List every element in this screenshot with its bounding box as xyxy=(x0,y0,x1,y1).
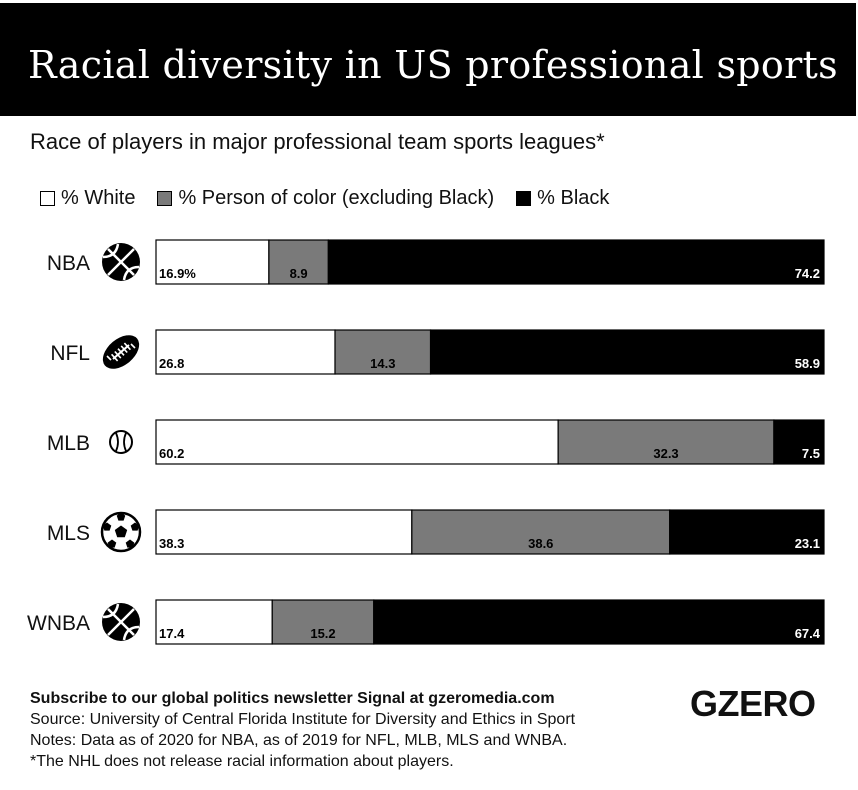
data-label-nfl-white: 26.8 xyxy=(159,356,184,371)
data-label-nfl-black: 58.9 xyxy=(795,356,820,371)
data-label-wnba-person-of-color: 15.2 xyxy=(310,626,335,641)
basketball-icon-nba xyxy=(102,243,140,281)
bar-nfl-white xyxy=(155,329,336,375)
category-label-mls: MLS xyxy=(47,522,90,545)
bar-wnba-black xyxy=(373,599,825,645)
legend-swatch-white xyxy=(40,190,55,206)
data-label-nfl-person-of-color: 14.3 xyxy=(370,356,395,371)
bar-nba-white xyxy=(155,239,270,285)
category-label-nfl: NFL xyxy=(50,342,90,365)
legend-item-white: % White xyxy=(40,187,135,210)
bar-wnba-white xyxy=(155,599,273,645)
bar-nba-person-of-color xyxy=(268,239,329,285)
data-label-mlb-white: 60.2 xyxy=(159,446,184,461)
data-notes: Notes: Data as of 2020 for NBA, as of 20… xyxy=(30,732,568,749)
stacked-bar-chart: NBA 16.9% 8.9 74.2 NFL 26.8 14.3 58.9 MLB 60.2 32.… xyxy=(27,239,825,645)
bar-mls-white xyxy=(155,509,413,555)
bar-nfl-person-of-color xyxy=(334,329,432,375)
chart-title: Racial diversity in US professional spor… xyxy=(28,43,838,87)
legend-item-black: % Black xyxy=(516,187,609,210)
legend-swatch-person-of-color xyxy=(157,190,173,206)
title-bar: Racial diversity in US professional spor… xyxy=(0,3,856,116)
bar-nba-black xyxy=(327,239,825,285)
data-label-wnba-white: 17.4 xyxy=(159,626,185,641)
legend-item-person-of-color: % Person of color (excluding Black) xyxy=(157,187,494,210)
soccer-ball-icon-mls xyxy=(100,511,142,553)
data-label-mlb-person-of-color: 32.3 xyxy=(653,446,678,461)
source-note: Source: University of Central Florida In… xyxy=(30,711,576,728)
data-label-nba-black: 74.2 xyxy=(795,266,820,281)
data-label-wnba-black: 67.4 xyxy=(795,626,821,641)
data-label-nba-white: 16.9% xyxy=(159,266,196,281)
legend-label-person-of-color: % Person of color (excluding Black) xyxy=(178,186,495,209)
data-label-nba-person-of-color: 8.9 xyxy=(290,266,308,281)
legend-label-black: % Black xyxy=(537,186,610,209)
data-label-mls-white: 38.3 xyxy=(159,536,184,551)
bar-mls-black xyxy=(669,509,825,555)
bar-nfl-black xyxy=(429,329,825,375)
data-label-mls-person-of-color: 38.6 xyxy=(528,536,553,551)
legend-label-white: % White xyxy=(61,186,136,209)
bar-mlb-person-of-color xyxy=(557,419,775,465)
football-icon-nfl xyxy=(102,335,140,369)
bar-wnba-person-of-color xyxy=(271,599,375,645)
nhl-note: *The NHL does not release racial informa… xyxy=(30,753,454,770)
category-label-mlb: MLB xyxy=(47,432,90,455)
basketball-icon-wnba xyxy=(102,603,140,641)
category-label-nba: NBA xyxy=(47,252,90,275)
baseball-icon-mlb xyxy=(109,430,133,454)
legend: % White % Person of color (excluding Bla… xyxy=(40,186,631,210)
legend-swatch-black xyxy=(516,190,532,206)
bar-mlb-white xyxy=(155,419,559,465)
category-label-wnba: WNBA xyxy=(27,612,90,635)
gzero-logo: GZERO xyxy=(690,683,816,724)
chart-subtitle: Race of players in major professional te… xyxy=(30,129,605,154)
data-label-mls-black: 23.1 xyxy=(795,536,820,551)
footer: Subscribe to our global politics newslet… xyxy=(30,688,575,772)
subscribe-note: Subscribe to our global politics newslet… xyxy=(30,690,555,707)
bar-mlb-black xyxy=(773,419,825,465)
data-label-mlb-black: 7.5 xyxy=(802,446,820,461)
